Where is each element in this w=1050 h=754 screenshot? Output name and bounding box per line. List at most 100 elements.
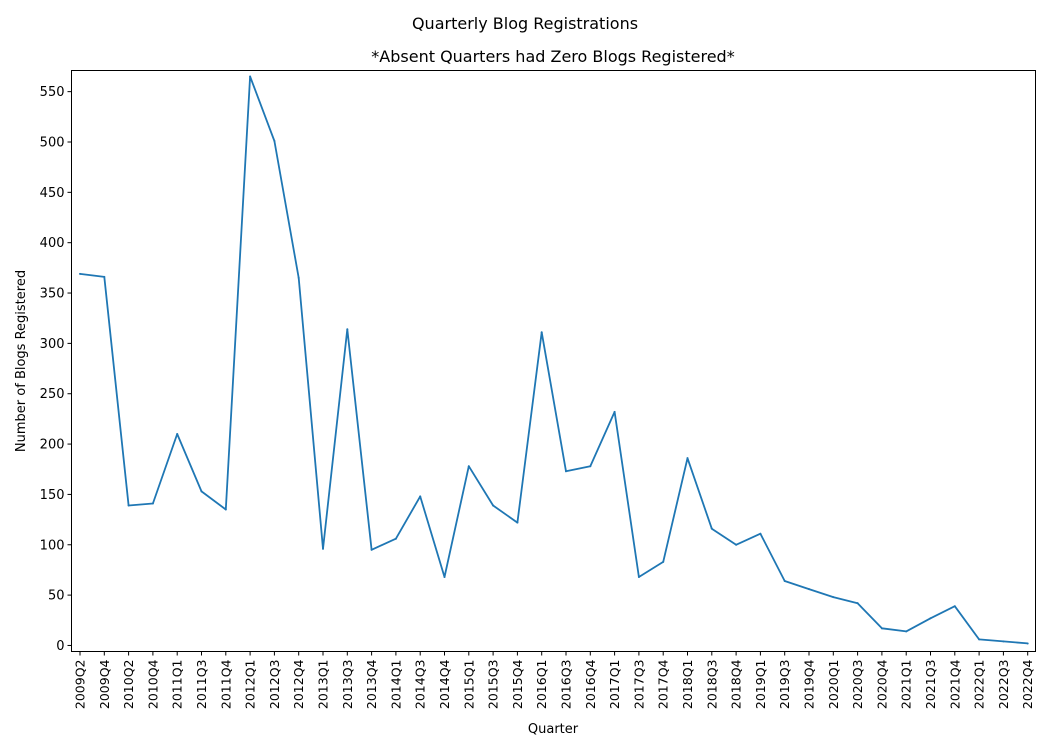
- chart-suptitle: Quarterly Blog Registrations: [412, 14, 638, 33]
- x-tick-label: 2010Q2: [121, 660, 136, 710]
- x-tick-label: 2014Q1: [388, 660, 403, 710]
- data-point: [613, 410, 616, 413]
- x-axis: 2009Q2 2009Q4 2010Q2 2010Q4 2011Q1 2011Q3 2011…: [73, 651, 1035, 710]
- data-point: [394, 537, 397, 540]
- data-point: [953, 605, 956, 608]
- data-point: [905, 630, 908, 633]
- x-tick-label: 2014Q3: [413, 660, 428, 710]
- data-point: [589, 465, 592, 468]
- data-point: [1002, 640, 1005, 643]
- data-point: [224, 508, 227, 511]
- data-point: [710, 527, 713, 530]
- x-tick-label: 2009Q2: [73, 660, 88, 710]
- data-point: [103, 275, 106, 278]
- x-axis-label: Quarter: [528, 722, 579, 737]
- data-point: [540, 331, 543, 334]
- data-point: [79, 272, 81, 275]
- data-point: [370, 548, 373, 551]
- data-point: [856, 602, 859, 605]
- x-tick-label: 2011Q1: [170, 660, 185, 710]
- x-tick-label: 2009Q4: [97, 659, 112, 709]
- x-tick-label: 2013Q1: [316, 660, 331, 710]
- data-point: [662, 560, 665, 563]
- data-point: [297, 276, 300, 279]
- y-axis-label: Number of Blogs Registered: [14, 270, 29, 452]
- data-point: [686, 457, 689, 460]
- y-tick-label: 150: [40, 488, 65, 503]
- data-point: [127, 504, 130, 507]
- data-point: [443, 575, 446, 578]
- x-tick-label: 2018Q1: [680, 660, 695, 710]
- series-line: [79, 75, 1028, 645]
- x-tick-label: 2012Q1: [243, 660, 258, 710]
- data-point: [637, 575, 640, 578]
- x-tick-label: 2018Q4: [729, 659, 744, 709]
- x-tick-label: 2022Q1: [972, 660, 987, 710]
- x-tick-label: 2020Q1: [826, 660, 841, 710]
- x-tick-label: 2020Q3: [850, 660, 865, 710]
- x-tick-label: 2021Q4: [947, 659, 962, 709]
- x-tick-label: 2021Q3: [923, 660, 938, 710]
- x-tick-label: 2013Q3: [340, 660, 355, 710]
- y-axis: 0 50 100 150 200 250 300 350 400 450 500 550: [40, 85, 72, 654]
- data-point: [346, 328, 349, 331]
- data-point: [176, 433, 179, 436]
- x-tick-label: 2016Q3: [559, 660, 574, 710]
- y-tick-label: 100: [40, 538, 65, 553]
- y-tick-label: 0: [56, 639, 64, 654]
- x-tick-label: 2021Q1: [899, 660, 914, 710]
- x-tick-label: 2018Q3: [704, 660, 719, 710]
- x-tick-label: 2012Q3: [267, 660, 282, 710]
- y-tick-label: 250: [40, 387, 65, 402]
- y-tick-label: 550: [40, 85, 65, 100]
- y-tick-label: 200: [40, 438, 65, 453]
- x-tick-label: 2012Q4: [291, 659, 306, 709]
- x-tick-label: 2019Q3: [777, 660, 792, 710]
- x-tick-label: 2020Q4: [874, 659, 889, 709]
- data-point: [492, 504, 495, 507]
- y-tick-label: 400: [40, 236, 65, 251]
- data-point: [419, 495, 422, 498]
- data-point: [735, 543, 738, 546]
- data-point: [832, 596, 835, 599]
- data-points: [79, 75, 1029, 645]
- chart-title: *Absent Quarters had Zero Blogs Register…: [371, 47, 734, 66]
- y-tick-label: 500: [40, 135, 65, 150]
- x-tick-label: 2022Q3: [996, 660, 1011, 710]
- data-point: [1026, 642, 1029, 645]
- x-tick-label: 2015Q3: [486, 660, 501, 710]
- data-point: [467, 465, 470, 468]
- data-point: [200, 490, 203, 493]
- y-tick-label: 350: [40, 287, 65, 302]
- x-tick-label: 2022Q4: [1020, 659, 1035, 709]
- plot-frame: [71, 70, 1036, 652]
- data-point: [759, 532, 762, 535]
- x-tick-label: 2010Q4: [145, 659, 160, 709]
- data-point: [273, 139, 276, 142]
- x-tick-label: 2019Q1: [753, 660, 768, 710]
- data-point: [322, 547, 324, 550]
- x-tick-label: 2019Q4: [802, 659, 817, 709]
- x-tick-label: 2015Q4: [510, 659, 525, 709]
- y-tick-label: 50: [48, 589, 65, 604]
- x-tick-label: 2011Q3: [194, 660, 209, 710]
- x-tick-label: 2016Q1: [534, 660, 549, 710]
- x-tick-label: 2011Q4: [218, 659, 233, 709]
- data-point: [249, 75, 252, 78]
- x-tick-label: 2013Q4: [364, 659, 379, 709]
- x-tick-label: 2017Q4: [656, 659, 671, 709]
- data-point: [516, 521, 519, 524]
- y-tick-label: 300: [40, 337, 65, 352]
- x-tick-label: 2016Q4: [583, 659, 598, 709]
- data-point: [783, 580, 786, 583]
- data-point: [929, 617, 932, 620]
- x-tick-label: 2017Q3: [631, 660, 646, 710]
- y-tick-label: 450: [40, 186, 65, 201]
- x-tick-label: 2014Q4: [437, 659, 452, 709]
- data-point: [978, 638, 981, 641]
- data-point: [565, 470, 567, 473]
- x-tick-label: 2017Q1: [607, 660, 622, 710]
- data-point: [880, 627, 883, 630]
